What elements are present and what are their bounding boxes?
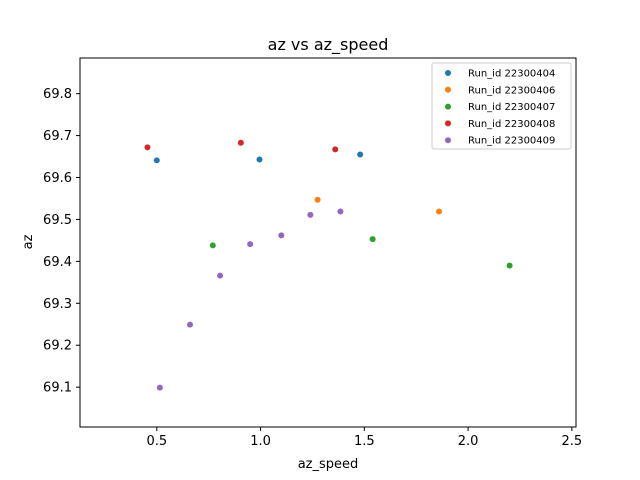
data-point	[247, 241, 254, 248]
series-points	[314, 196, 443, 215]
data-point	[186, 321, 193, 328]
data-point	[256, 156, 263, 163]
data-point	[357, 151, 364, 158]
legend-label: Run_id 22300409	[468, 136, 555, 147]
data-point	[436, 208, 443, 215]
data-point	[153, 157, 160, 164]
x-axis-ticks: 0.5 1.0 1.5 2.0 2.5	[146, 427, 582, 449]
x-tick-label: 2.5	[562, 434, 583, 449]
data-point	[237, 139, 244, 146]
x-tick-label: 2.0	[458, 434, 479, 449]
data-points	[144, 139, 513, 391]
series-points	[153, 151, 364, 164]
x-axis-label: az_speed	[298, 457, 359, 472]
data-point	[217, 272, 224, 279]
y-tick-label: 69.1	[43, 381, 72, 396]
legend-label: Run_id 22300408	[468, 119, 555, 130]
y-tick-label: 69.8	[43, 87, 72, 102]
series-points	[156, 208, 344, 391]
x-tick-label: 0.5	[146, 434, 167, 449]
legend-marker	[445, 120, 451, 127]
legend: Run_id 22300404 Run_id 22300406 Run_id 223…	[431, 62, 572, 150]
data-point	[506, 262, 513, 269]
y-tick-label: 69.4	[43, 255, 72, 270]
data-point	[337, 208, 344, 215]
legend-marker	[445, 70, 451, 76]
y-tick-label: 69.3	[43, 297, 72, 312]
y-axis-ticks: 69.1 69.2 69.3 69.4 69.5 69.6 69.7 69.8	[43, 87, 80, 396]
y-tick-label: 69.6	[43, 171, 72, 186]
series-points	[209, 236, 513, 269]
chart-title: az vs az_speed	[268, 35, 389, 55]
data-point	[332, 146, 339, 153]
data-point	[156, 384, 163, 391]
legend-label: Run_id 22300404	[468, 69, 555, 80]
legend-marker	[445, 103, 451, 110]
legend-frame	[431, 62, 572, 150]
data-point	[144, 144, 151, 151]
series-points	[144, 139, 339, 153]
y-tick-label: 69.2	[43, 339, 72, 354]
data-point	[278, 232, 285, 239]
data-point	[209, 242, 216, 249]
x-tick-label: 1.0	[250, 434, 271, 449]
y-tick-label: 69.5	[43, 213, 72, 228]
legend-marker	[445, 86, 451, 93]
plot-area	[79, 57, 577, 428]
data-point	[314, 196, 321, 203]
plot-frame	[79, 57, 577, 428]
legend-label: Run_id 22300406	[468, 85, 555, 96]
legend-label: Run_id 22300407	[468, 102, 555, 113]
legend-marker	[445, 137, 451, 144]
data-point	[307, 211, 314, 218]
y-axis-label: az	[21, 234, 36, 249]
x-tick-label: 1.5	[354, 434, 375, 449]
y-tick-label: 69.7	[43, 129, 72, 144]
data-point	[369, 236, 376, 243]
